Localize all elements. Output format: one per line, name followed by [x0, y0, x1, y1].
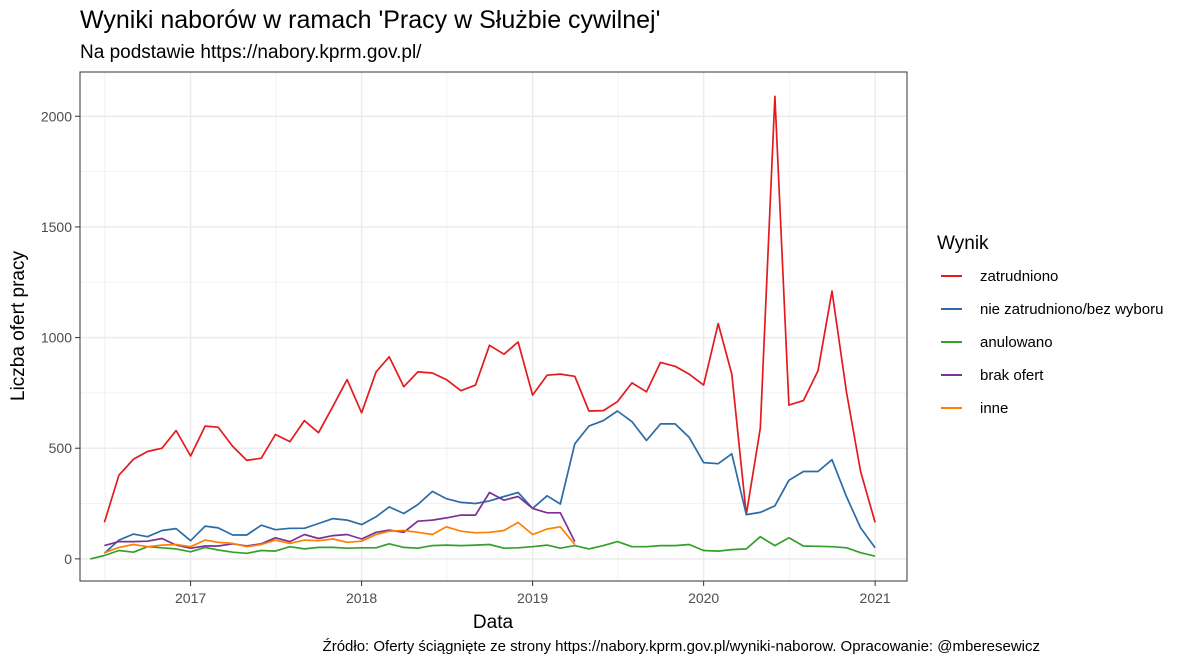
- y-tick-label: 0: [64, 551, 72, 567]
- series-line-4: [104, 491, 576, 550]
- y-tick-label: 1000: [41, 330, 72, 346]
- y-axis-title: Liczba ofert pracy: [8, 251, 29, 401]
- legend-label: zatrudniono: [980, 268, 1058, 285]
- x-tick-label: 2021: [860, 590, 891, 606]
- grid-major: [80, 72, 907, 581]
- x-tick-label: 2019: [517, 590, 548, 606]
- y-axis: 0 500 1000 1500 2000: [41, 108, 80, 567]
- x-tick-label: 2020: [688, 590, 719, 606]
- x-axis-title: Data: [473, 612, 514, 633]
- x-axis: 2017 2018 2019 2020 2021: [175, 581, 891, 606]
- plot-panel: [80, 72, 907, 581]
- series-line-5: [104, 521, 576, 554]
- series-line-2: [103, 410, 876, 554]
- legend-label: inne: [980, 400, 1008, 417]
- x-tick-label: 2017: [175, 590, 206, 606]
- y-tick-label: 1500: [41, 219, 72, 235]
- legend: Wynik zatrudniono nie zatrudniono/bez wyb…: [937, 233, 1163, 417]
- chart-title: Wyniki naborów w ramach 'Pracy w Służbie…: [80, 6, 661, 34]
- series-layer: [90, 95, 876, 560]
- legend-label: anulowano: [980, 334, 1053, 351]
- grid-minor: [80, 72, 907, 581]
- legend-title: Wynik: [937, 233, 989, 254]
- series-line-3: [90, 535, 876, 560]
- x-tick-label: 2018: [346, 590, 377, 606]
- legend-label: nie zatrudniono/bez wyboru: [980, 301, 1163, 318]
- chart-subtitle: Na podstawie https://nabory.kprm.gov.pl/: [80, 42, 422, 63]
- chart-caption: Źródło: Oferty ściągnięte ze strony http…: [322, 638, 1040, 655]
- plot-border: [79, 71, 908, 582]
- y-tick-label: 2000: [41, 108, 72, 124]
- y-tick-label: 500: [49, 440, 73, 456]
- legend-label: brak ofert: [980, 367, 1044, 384]
